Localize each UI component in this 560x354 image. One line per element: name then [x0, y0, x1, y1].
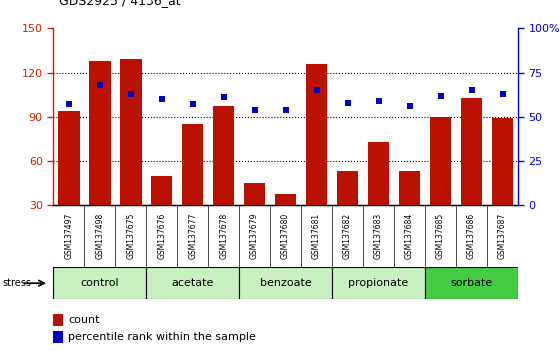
Bar [461, 98, 482, 250]
Bar [492, 118, 514, 250]
Bar [337, 171, 358, 250]
Point [374, 98, 383, 104]
Bar [182, 124, 203, 250]
Text: percentile rank within the sample: percentile rank within the sample [68, 332, 256, 342]
Bar [53, 331, 63, 343]
Text: GSM137687: GSM137687 [498, 213, 507, 259]
Bar [275, 194, 296, 250]
Bar [399, 171, 421, 250]
Point [126, 91, 135, 97]
Point [95, 82, 104, 88]
Bar [151, 176, 172, 250]
Text: stress: stress [3, 278, 32, 288]
Text: GSM137497: GSM137497 [64, 213, 73, 259]
Bar [239, 267, 332, 299]
Bar [213, 107, 235, 250]
Bar [306, 64, 328, 250]
Text: control: control [81, 278, 119, 288]
Text: sorbate: sorbate [450, 278, 493, 288]
Bar [58, 111, 80, 250]
Point [157, 96, 166, 102]
Point [219, 95, 228, 100]
Text: count: count [68, 315, 100, 325]
Bar [53, 267, 146, 299]
Point [281, 107, 290, 113]
Text: benzoate: benzoate [260, 278, 311, 288]
Text: GSM137684: GSM137684 [405, 213, 414, 259]
Text: propionate: propionate [348, 278, 409, 288]
Text: GSM137678: GSM137678 [219, 213, 228, 259]
Text: GSM137498: GSM137498 [95, 213, 104, 259]
Text: GSM137679: GSM137679 [250, 213, 259, 259]
Point [250, 107, 259, 113]
Bar [53, 314, 63, 326]
Text: GSM137681: GSM137681 [312, 213, 321, 259]
Text: acetate: acetate [171, 278, 214, 288]
Bar [89, 61, 110, 250]
Text: GSM137677: GSM137677 [188, 213, 197, 259]
Bar [430, 117, 451, 250]
Point [64, 102, 73, 107]
Text: GSM137683: GSM137683 [374, 213, 383, 259]
Text: GSM137680: GSM137680 [281, 213, 290, 259]
Bar [244, 183, 265, 250]
Text: GSM137682: GSM137682 [343, 213, 352, 259]
Text: GSM137676: GSM137676 [157, 213, 166, 259]
Text: GDS2925 / 4136_at: GDS2925 / 4136_at [59, 0, 180, 7]
Point [188, 102, 197, 107]
Point [436, 93, 445, 98]
Point [405, 103, 414, 109]
Bar [368, 142, 389, 250]
Text: GSM137685: GSM137685 [436, 213, 445, 259]
Point [312, 87, 321, 93]
Point [467, 87, 476, 93]
Point [343, 100, 352, 105]
Bar [120, 59, 142, 250]
Text: GSM137686: GSM137686 [467, 213, 476, 259]
Bar [332, 267, 425, 299]
Point [498, 91, 507, 97]
Text: GSM137675: GSM137675 [126, 213, 135, 259]
Bar [146, 267, 239, 299]
Bar [425, 267, 518, 299]
